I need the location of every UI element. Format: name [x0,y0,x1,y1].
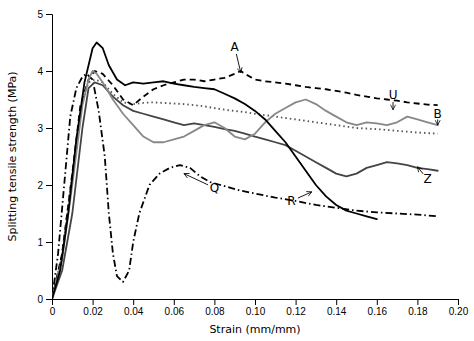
series-line [52,71,438,299]
tick-label: 2 [37,180,43,191]
chart: 0 0.02 0.04 0.06 0.08 0.10 0.12 0.14 0.16 0.18 0.2… [0,0,474,341]
tick: 0.04 [124,299,144,317]
tick-mark [46,128,52,129]
lines [52,43,438,300]
tick: 0.10 [246,299,266,317]
series-line [52,71,438,299]
tick: 0.18 [408,299,428,317]
tick-mark [377,299,378,305]
plot: 0 0.02 0.04 0.06 0.08 0.10 0.12 0.14 0.16 0.18 0.2… [6,9,469,336]
x-axis: 0 0.02 0.04 0.06 0.08 0.10 0.12 0.14 0.16 0.18 0.2… [50,299,469,317]
tick: 1 [37,237,52,248]
tick-label: 0.02 [83,306,103,317]
annotation-arrow [417,167,423,174]
tick: 0.14 [327,299,347,317]
tick-label: 1 [37,237,43,248]
tick-mark [214,299,215,305]
tick-label: 0.06 [165,306,185,317]
annotation-label: R [287,194,295,208]
tick-label: 0.20 [449,306,469,317]
tick-mark [458,299,459,305]
tick-label: 0 [50,306,56,317]
annotation-arrow [393,102,394,110]
tick: 0.20 [449,299,469,317]
y-axis-title: Splitting tensile strength (MPa) [6,71,19,241]
chart-container: 0 0.02 0.04 0.06 0.08 0.10 0.12 0.14 0.16 0.18 0.2… [0,0,474,341]
annotation-arrow [298,192,312,198]
tick-mark [93,299,94,305]
tick-mark [133,299,134,305]
tick: 0.16 [368,299,388,317]
tick-label: 0 [37,294,43,305]
series-line [52,82,438,299]
series-line [52,74,438,299]
tick-label: 0.18 [408,306,428,317]
tick-mark [46,242,52,243]
annotation-label: B [434,107,442,121]
tick-label: 0.12 [286,306,306,317]
tick: 2 [37,180,52,191]
series-line [52,43,377,300]
axis-line [46,15,53,300]
annotation-label: Q [210,181,219,195]
tick-label: 0.14 [327,306,347,317]
tick: 4 [37,66,52,77]
annotations: A Q R U B Z [184,40,442,208]
tick-label: 3 [37,123,43,134]
tick-label: 0.08 [205,306,225,317]
tick: 3 [37,123,52,134]
axis-line [53,300,459,306]
tick: 0.06 [165,299,185,317]
tick: 5 [37,9,52,20]
tick-mark [336,299,337,305]
tick-label: 5 [37,9,43,20]
tick-label: 0.10 [246,306,266,317]
tick-mark [255,299,256,305]
tick-mark [46,14,52,15]
tick-mark [46,71,52,72]
tick: 0 [50,299,56,317]
annotation-label: A [231,40,240,54]
annotation-label: U [389,88,398,102]
tick-mark [296,299,297,305]
series-line [52,80,438,299]
annotation-arrow [184,174,208,185]
tick-label: 4 [37,66,43,77]
tick-mark [417,299,418,305]
tick-mark [46,299,52,300]
tick-label: 0.16 [368,306,388,317]
tick-label: 0.04 [124,306,144,317]
y-axis: 0 1 2 3 4 5 [37,9,52,305]
tick: 0 [37,294,52,305]
annotation-arrow [236,54,240,73]
tick-mark [46,185,52,186]
x-axis-title: Strain (mm/mm) [209,323,300,336]
tick: 0.08 [205,299,225,317]
tick: 0.12 [286,299,306,317]
tick: 0.02 [83,299,103,317]
annotation-label: Z [423,172,431,186]
tick-mark [174,299,175,305]
